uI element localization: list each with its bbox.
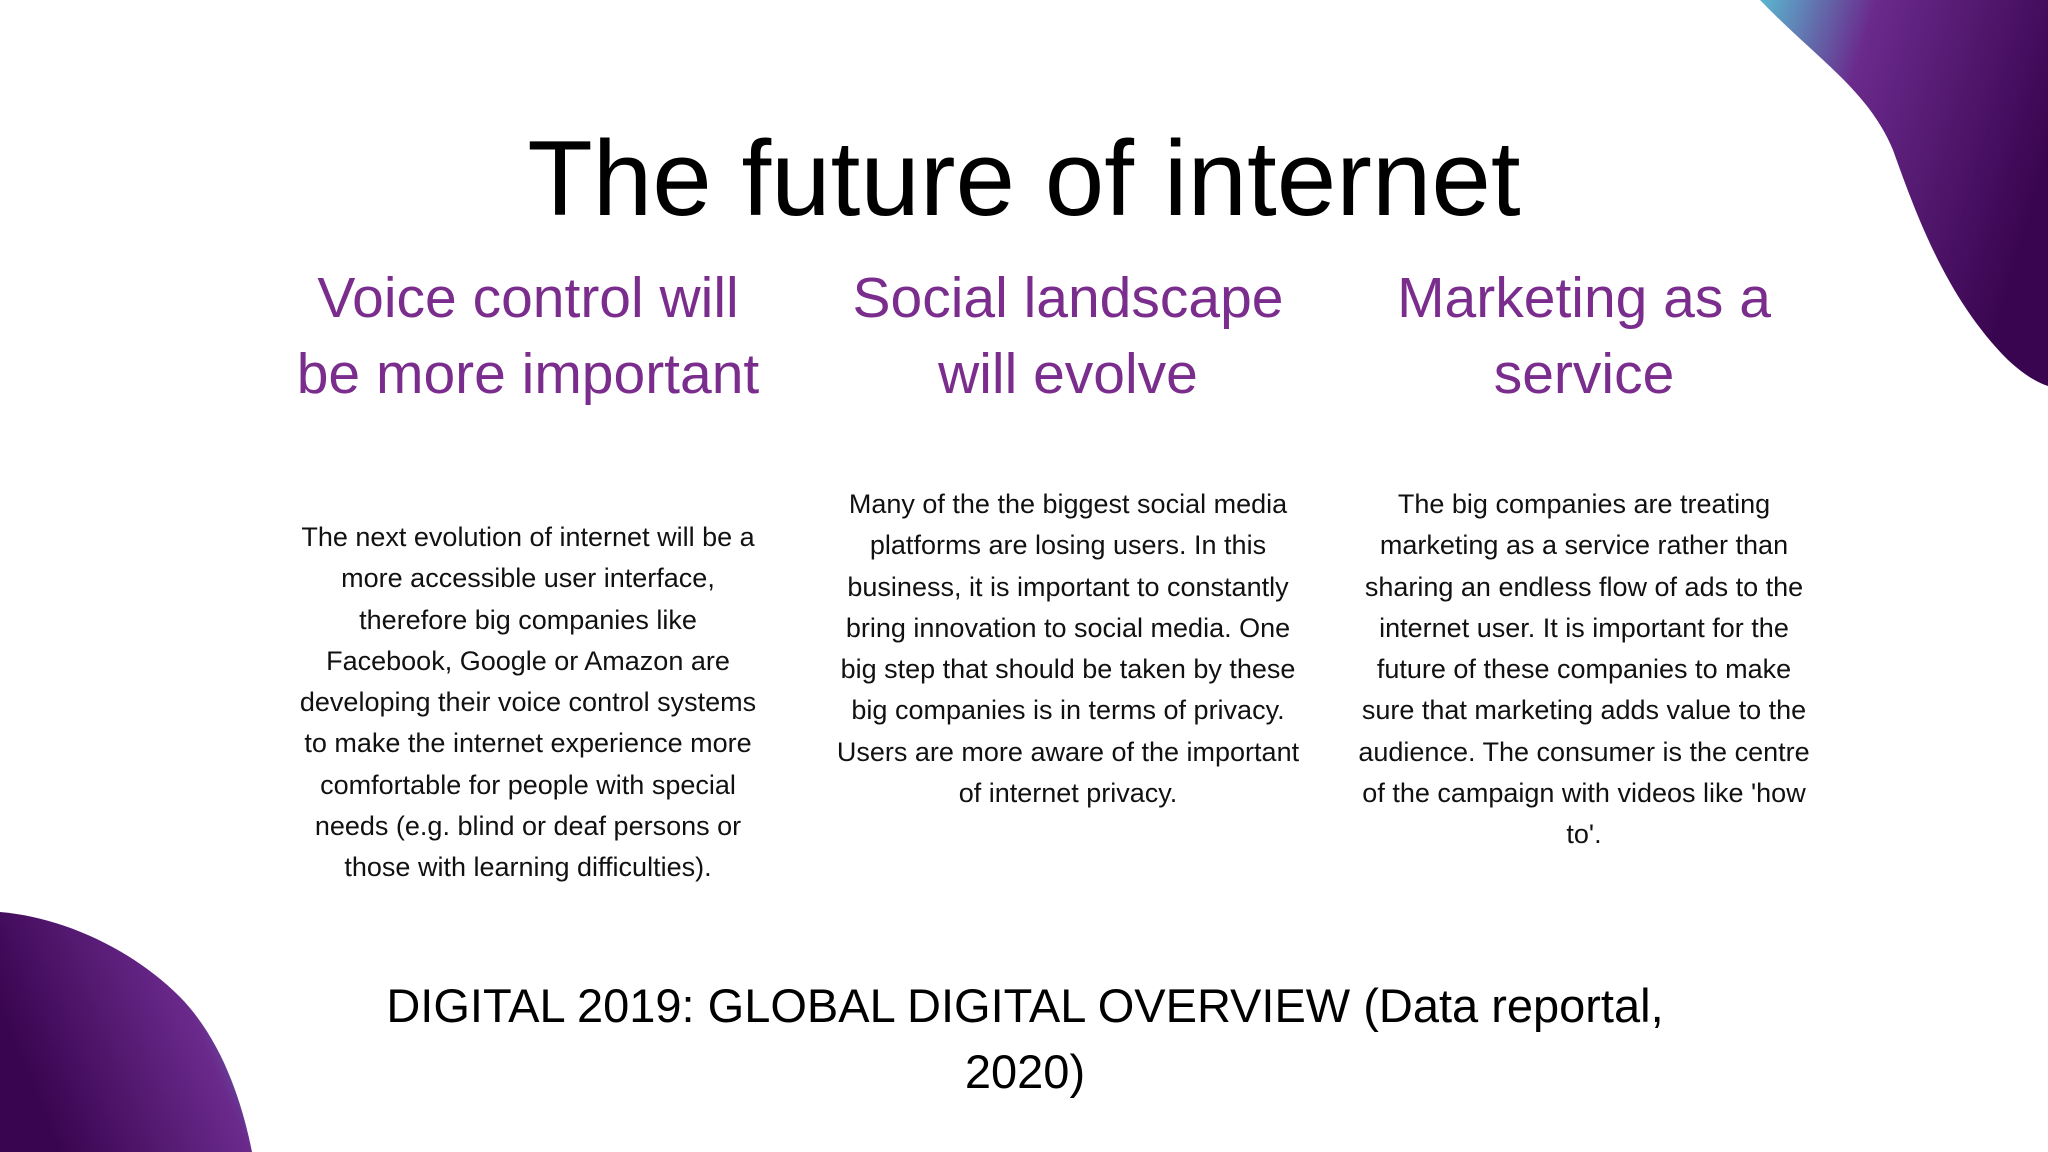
column-body-text: The big companies are treating marketing… [1358,489,1810,850]
column-body-text: Many of the the biggest social media pla… [836,489,1300,809]
column-heading: Social landscape will evolve [852,266,1284,406]
decorative-gradient-blob-bottom-left [0,912,252,1152]
source-citation: DIGITAL 2019: GLOBAL DIGITAL OVERVIEW (D… [386,979,1664,1098]
column-heading: Voice control will be more important [296,266,760,406]
column-body-text: The next evolution of internet will be a… [299,522,757,883]
column-heading: Marketing as a service [1397,266,1771,406]
slide-title: The future of internet [527,118,1521,238]
